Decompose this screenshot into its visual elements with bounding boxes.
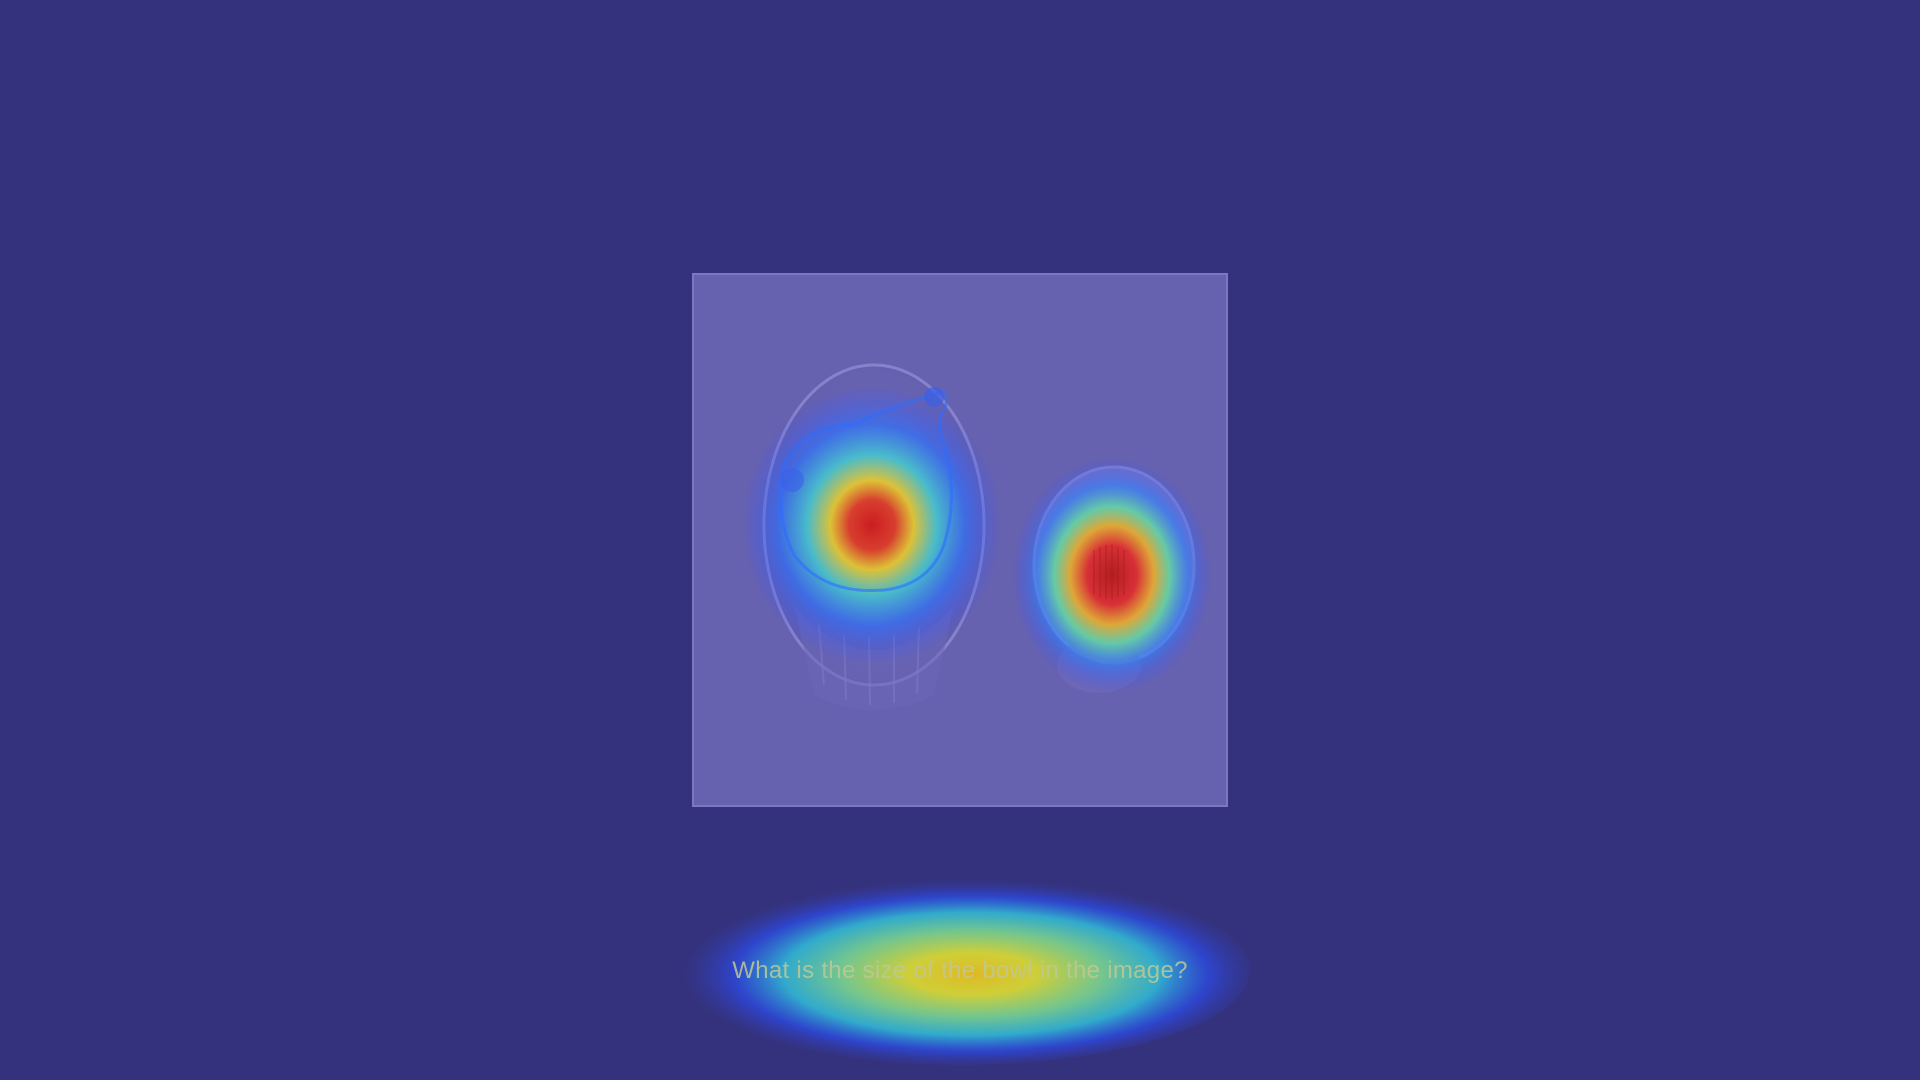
egg	[1012, 457, 1212, 693]
food-heat-region	[742, 385, 1002, 665]
heatmap-photo	[692, 273, 1228, 807]
text-attention-heatmap	[670, 875, 1250, 1065]
question-text: What is the size of the bowl in the imag…	[732, 957, 1188, 984]
photo-heatmap-svg	[742, 363, 1212, 710]
